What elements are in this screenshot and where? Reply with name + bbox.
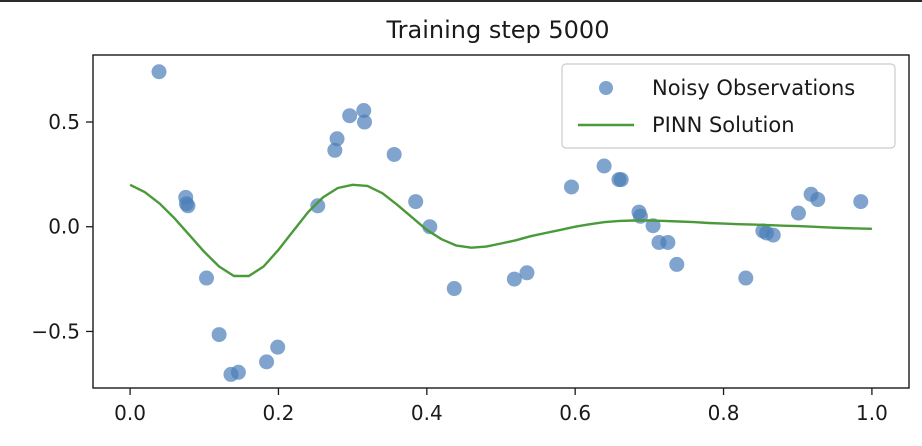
legend-label-observations: Noisy Observations (652, 76, 855, 100)
observation-point (356, 103, 372, 118)
observation-point (506, 271, 522, 287)
legend: Noisy Observations PINN Solution (561, 63, 896, 149)
observation-point (329, 131, 345, 147)
x-axis-ticks: 0.0 0.2 0.4 0.6 0.8 1.0 (114, 388, 888, 425)
observation-point (180, 198, 196, 214)
observation-point (669, 256, 685, 272)
observation-point (270, 339, 286, 355)
observation-point (738, 270, 754, 286)
observation-point (342, 108, 358, 124)
observation-point (259, 354, 275, 370)
observation-point (151, 64, 167, 80)
plot-frame (92, 54, 910, 389)
x-tick-label: 1.0 (856, 401, 888, 425)
observation-point (660, 234, 676, 250)
x-tick-label: 0.2 (263, 401, 295, 425)
legend-marker-observations (599, 81, 613, 95)
x-tick-label: 0.6 (559, 401, 591, 425)
chart-title: Training step 5000 (386, 16, 610, 44)
observation-point (810, 192, 826, 208)
observation-point (310, 198, 326, 214)
observation-point (613, 172, 629, 188)
y-tick-label: 0.5 (48, 110, 80, 134)
x-tick-label: 0.0 (114, 401, 146, 425)
observation-point (446, 281, 462, 297)
observation-point (519, 265, 535, 281)
observation-point (211, 327, 227, 343)
observation-point (563, 179, 579, 195)
observation-point (765, 227, 781, 243)
observation-point (853, 194, 869, 210)
pinn-solution-line (129, 183, 872, 278)
observation-point (230, 364, 246, 380)
top-border (0, 0, 922, 2)
legend-box (561, 63, 896, 149)
observation-point (327, 142, 343, 158)
observation-point (790, 205, 806, 221)
y-tick-label: 0.0 (48, 215, 80, 239)
y-axis-ticks: −0.5 0.0 0.5 (31, 110, 93, 343)
x-tick-label: 0.8 (708, 401, 740, 425)
observation-point (386, 146, 402, 162)
observation-point (596, 158, 612, 174)
observation-point (408, 194, 424, 210)
y-tick-label: −0.5 (31, 319, 80, 343)
x-tick-label: 0.4 (411, 401, 443, 425)
observation-point (198, 270, 214, 286)
observation-point (645, 218, 661, 234)
observation-point (357, 114, 373, 130)
legend-label-solution: PINN Solution (652, 113, 795, 137)
